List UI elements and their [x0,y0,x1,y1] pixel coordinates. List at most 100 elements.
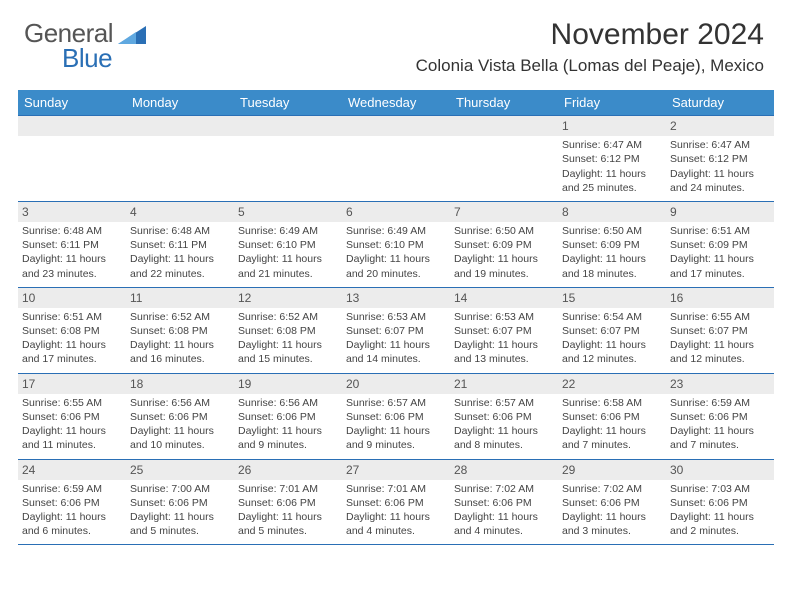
day-number [18,116,126,136]
calendar-cell: 20Sunrise: 6:57 AMSunset: 6:06 PMDayligh… [342,374,450,459]
day-number: 18 [126,374,234,394]
daylight-text: and 19 minutes. [454,267,554,281]
cell-body: Sunrise: 6:55 AMSunset: 6:07 PMDaylight:… [666,308,774,373]
day-number: 2 [666,116,774,136]
sunrise-text: Sunrise: 7:00 AM [130,482,230,496]
sunset-text: Sunset: 6:06 PM [346,496,446,510]
day-header: Sunday [18,90,126,115]
calendar-cell: 2Sunrise: 6:47 AMSunset: 6:12 PMDaylight… [666,116,774,201]
sunset-text: Sunset: 6:06 PM [346,410,446,424]
daylight-text: and 10 minutes. [130,438,230,452]
cell-body: Sunrise: 6:54 AMSunset: 6:07 PMDaylight:… [558,308,666,373]
sunrise-text: Sunrise: 6:47 AM [670,138,770,152]
cell-body: Sunrise: 6:47 AMSunset: 6:12 PMDaylight:… [666,136,774,201]
calendar-cell: 3Sunrise: 6:48 AMSunset: 6:11 PMDaylight… [18,202,126,287]
day-number: 22 [558,374,666,394]
calendar-cell: 9Sunrise: 6:51 AMSunset: 6:09 PMDaylight… [666,202,774,287]
sunset-text: Sunset: 6:06 PM [130,496,230,510]
daylight-text: and 18 minutes. [562,267,662,281]
sunset-text: Sunset: 6:06 PM [562,410,662,424]
day-number: 4 [126,202,234,222]
daylight-text: Daylight: 11 hours [130,252,230,266]
daylight-text: and 21 minutes. [238,267,338,281]
day-number: 13 [342,288,450,308]
sunrise-text: Sunrise: 6:55 AM [670,310,770,324]
day-header: Saturday [666,90,774,115]
cell-body: Sunrise: 6:50 AMSunset: 6:09 PMDaylight:… [558,222,666,287]
calendar-cell: 19Sunrise: 6:56 AMSunset: 6:06 PMDayligh… [234,374,342,459]
day-number: 3 [18,202,126,222]
sunset-text: Sunset: 6:07 PM [454,324,554,338]
daylight-text: Daylight: 11 hours [130,338,230,352]
sunrise-text: Sunrise: 6:52 AM [130,310,230,324]
daylight-text: and 2 minutes. [670,524,770,538]
cell-body: Sunrise: 7:02 AMSunset: 6:06 PMDaylight:… [450,480,558,545]
daylight-text: Daylight: 11 hours [238,424,338,438]
daylight-text: and 3 minutes. [562,524,662,538]
daylight-text: and 9 minutes. [346,438,446,452]
daylight-text: Daylight: 11 hours [670,338,770,352]
daylight-text: and 16 minutes. [130,352,230,366]
daylight-text: Daylight: 11 hours [562,338,662,352]
cell-body [234,136,342,144]
calendar-cell: 12Sunrise: 6:52 AMSunset: 6:08 PMDayligh… [234,288,342,373]
day-number: 11 [126,288,234,308]
day-number: 1 [558,116,666,136]
sunset-text: Sunset: 6:12 PM [562,152,662,166]
cell-body: Sunrise: 6:51 AMSunset: 6:09 PMDaylight:… [666,222,774,287]
calendar-cell: 6Sunrise: 6:49 AMSunset: 6:10 PMDaylight… [342,202,450,287]
day-number [234,116,342,136]
daylight-text: Daylight: 11 hours [22,338,122,352]
calendar-cell [342,116,450,201]
sunrise-text: Sunrise: 7:01 AM [346,482,446,496]
day-number [450,116,558,136]
daylight-text: Daylight: 11 hours [670,167,770,181]
daylight-text: Daylight: 11 hours [238,252,338,266]
sunset-text: Sunset: 6:06 PM [562,496,662,510]
cell-body: Sunrise: 6:56 AMSunset: 6:06 PMDaylight:… [234,394,342,459]
cell-body: Sunrise: 6:53 AMSunset: 6:07 PMDaylight:… [450,308,558,373]
sunrise-text: Sunrise: 6:50 AM [454,224,554,238]
calendar-cell: 28Sunrise: 7:02 AMSunset: 6:06 PMDayligh… [450,460,558,545]
calendar-cell: 7Sunrise: 6:50 AMSunset: 6:09 PMDaylight… [450,202,558,287]
sunrise-text: Sunrise: 7:01 AM [238,482,338,496]
daylight-text: and 12 minutes. [670,352,770,366]
daylight-text: and 5 minutes. [130,524,230,538]
sunrise-text: Sunrise: 6:56 AM [238,396,338,410]
calendar-week: 3Sunrise: 6:48 AMSunset: 6:11 PMDaylight… [18,201,774,287]
calendar-cell: 11Sunrise: 6:52 AMSunset: 6:08 PMDayligh… [126,288,234,373]
sunrise-text: Sunrise: 6:50 AM [562,224,662,238]
calendar-cell: 1Sunrise: 6:47 AMSunset: 6:12 PMDaylight… [558,116,666,201]
cell-body: Sunrise: 7:02 AMSunset: 6:06 PMDaylight:… [558,480,666,545]
logo-triangle-icon [118,26,146,51]
day-number: 23 [666,374,774,394]
cell-body: Sunrise: 6:58 AMSunset: 6:06 PMDaylight:… [558,394,666,459]
daylight-text: Daylight: 11 hours [346,252,446,266]
day-number: 21 [450,374,558,394]
cell-body [450,136,558,144]
calendar-cell: 14Sunrise: 6:53 AMSunset: 6:07 PMDayligh… [450,288,558,373]
sunset-text: Sunset: 6:07 PM [562,324,662,338]
calendar-cell: 8Sunrise: 6:50 AMSunset: 6:09 PMDaylight… [558,202,666,287]
day-number: 10 [18,288,126,308]
day-number: 17 [18,374,126,394]
cell-body: Sunrise: 6:48 AMSunset: 6:11 PMDaylight:… [126,222,234,287]
daylight-text: Daylight: 11 hours [22,510,122,524]
sunset-text: Sunset: 6:06 PM [670,410,770,424]
calendar-cell [234,116,342,201]
daylight-text: Daylight: 11 hours [562,252,662,266]
sunset-text: Sunset: 6:06 PM [454,410,554,424]
sunrise-text: Sunrise: 6:48 AM [22,224,122,238]
cell-body: Sunrise: 6:59 AMSunset: 6:06 PMDaylight:… [18,480,126,545]
sunset-text: Sunset: 6:10 PM [346,238,446,252]
calendar-cell: 15Sunrise: 6:54 AMSunset: 6:07 PMDayligh… [558,288,666,373]
day-number: 16 [666,288,774,308]
sunset-text: Sunset: 6:07 PM [670,324,770,338]
sunrise-text: Sunrise: 6:56 AM [130,396,230,410]
daylight-text: and 5 minutes. [238,524,338,538]
cell-body: Sunrise: 6:52 AMSunset: 6:08 PMDaylight:… [234,308,342,373]
daylight-text: and 11 minutes. [22,438,122,452]
cell-body: Sunrise: 6:56 AMSunset: 6:06 PMDaylight:… [126,394,234,459]
calendar-cell: 27Sunrise: 7:01 AMSunset: 6:06 PMDayligh… [342,460,450,545]
cell-body: Sunrise: 6:55 AMSunset: 6:06 PMDaylight:… [18,394,126,459]
